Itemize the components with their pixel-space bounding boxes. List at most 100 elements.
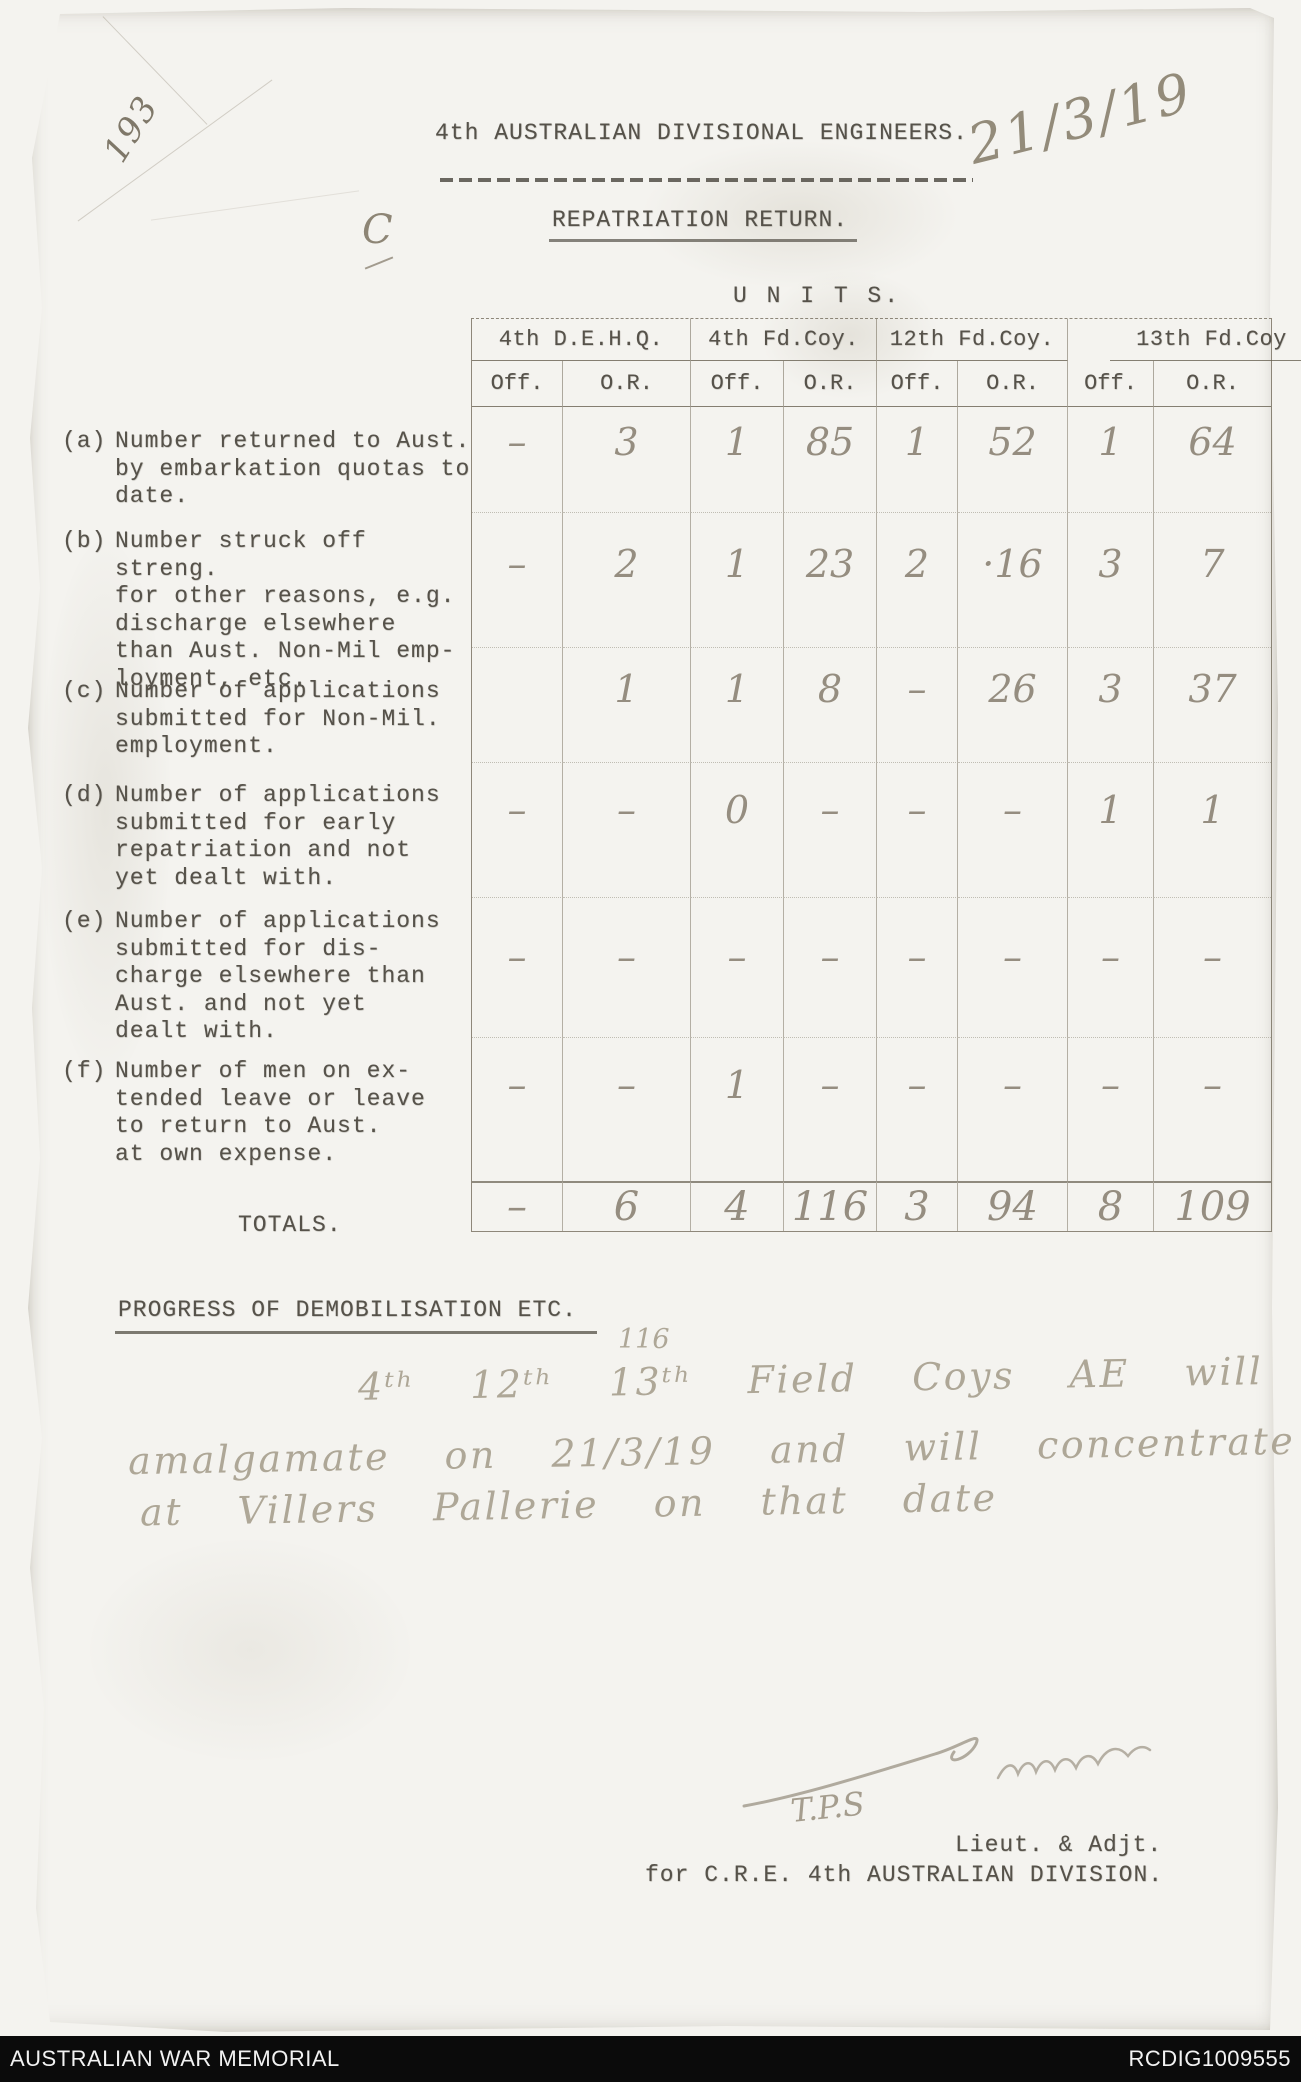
table-row-label-e: (e) Number of applications submitted for… [62, 908, 476, 1046]
subtitle-underline [549, 239, 857, 242]
check-mark-annotation: C [362, 207, 393, 253]
table-cell: 26 [958, 648, 1068, 763]
table-cell: 64 [1154, 407, 1271, 513]
table-cell: – [877, 898, 958, 1038]
column-header: Off. [877, 361, 958, 407]
column-header: Off. [691, 361, 784, 407]
table-cell: – [877, 763, 958, 898]
row-label-text: Number of applications submitted for dis… [115, 908, 441, 1044]
table-cell: – [784, 1038, 877, 1181]
signatory-for-line: for C.R.E. 4th AUSTRALIAN DIVISION. [645, 1862, 1164, 1888]
progress-heading: PROGRESS OF DEMOBILISATION ETC. [118, 1297, 577, 1323]
table-cell: 8 [784, 648, 877, 763]
table-cell: – [472, 763, 563, 898]
row-label-text: Number of applications submitted for Non… [115, 678, 441, 759]
table-cell: – [472, 898, 563, 1038]
table-cell: – [958, 898, 1068, 1038]
unit-group-header: 4th Fd.Coy. [691, 319, 877, 361]
row-key: (d) [62, 782, 107, 808]
table-cell: 2 [877, 513, 958, 648]
column-header: O.R. [958, 361, 1068, 407]
column-header: Off. [472, 361, 563, 407]
table-cell: ·16 [958, 513, 1068, 648]
column-header: O.R. [563, 361, 691, 407]
row-key: (c) [62, 678, 107, 704]
table-cell: – [877, 648, 958, 763]
unit-group-header: 4th D.E.H.Q. [472, 319, 691, 361]
table-cell: – [472, 1038, 563, 1181]
row-key: (a) [62, 428, 107, 454]
unit-group-header: 13th Fd.Coy [1110, 319, 1301, 361]
row-label-text: Number struck off streng. for other reas… [115, 528, 456, 692]
table-cell: – [691, 898, 784, 1038]
table-cell: 3 [1068, 513, 1154, 648]
column-header: O.R. [1154, 361, 1271, 407]
table-cell: 7 [1154, 513, 1271, 648]
table-cell: – [784, 898, 877, 1038]
table-cell: 0 [691, 763, 784, 898]
table-cell: – [563, 898, 691, 1038]
table-cell: 1 [1154, 763, 1271, 898]
signatory-role: Lieut. & Adjt. [955, 1832, 1163, 1858]
table-cell: – [784, 763, 877, 898]
row-key: (b) [62, 528, 107, 554]
table-cell: 1 [1068, 763, 1154, 898]
table-cell: 85 [784, 407, 877, 513]
table-row-label-f: (f) Number of men on ex- tended leave or… [62, 1058, 476, 1168]
totals-cell: 3 [877, 1181, 958, 1231]
archive-name: AUSTRALIAN WAR MEMORIAL [10, 2046, 340, 2071]
table-cell: 52 [958, 407, 1068, 513]
table-cell: 37 [1154, 648, 1271, 763]
unit-group-header: 12th Fd.Coy. [877, 319, 1068, 361]
document-subtitle: REPATRIATION RETURN. [552, 207, 849, 233]
table-cell: 23 [784, 513, 877, 648]
totals-cell: – [472, 1181, 563, 1231]
table-row-label-b: (b) Number struck off streng. for other … [62, 528, 476, 693]
signature-flourish: T.P.S [742, 1737, 1152, 1830]
table-cell: – [563, 1038, 691, 1181]
table-cell: 1 [691, 1038, 784, 1181]
table-cell: 1 [691, 648, 784, 763]
table-cell: – [472, 513, 563, 648]
totals-cell: 6 [563, 1181, 691, 1231]
table-cell: – [958, 1038, 1068, 1181]
viewer-footer-bar: AUSTRALIAN WAR MEMORIAL RCDIG1009555 [0, 2036, 1301, 2082]
table-cell: – [1068, 898, 1154, 1038]
table-row-label-c: (c) Number of applications submitted for… [62, 678, 476, 761]
handwritten-superscript: 116 [618, 1324, 670, 1355]
title-dashed-underline [440, 178, 973, 182]
row-key: (e) [62, 908, 107, 934]
column-header: Off. [1068, 361, 1154, 407]
totals-cell: 116 [784, 1181, 877, 1231]
row-label-text: Number of applications submitted for ear… [115, 782, 441, 891]
table-cell: 1 [877, 407, 958, 513]
column-header: O.R. [784, 361, 877, 407]
row-key: (f) [62, 1058, 107, 1084]
table-cell: 1 [1068, 407, 1154, 513]
row-label-text: Number returned to Aust. by embarkation … [115, 428, 471, 509]
totals-cell: 4 [691, 1181, 784, 1231]
table-cell: 1 [563, 648, 691, 763]
table-cell: – [472, 407, 563, 513]
totals-label: TOTALS. [238, 1212, 342, 1238]
progress-underline [115, 1331, 597, 1334]
table-cell: 3 [563, 407, 691, 513]
table-cell [472, 648, 563, 763]
table-cell: – [1068, 1038, 1154, 1181]
table-cell: 3 [1068, 648, 1154, 763]
table-cell: 2 [563, 513, 691, 648]
table-cell: – [877, 1038, 958, 1181]
units-heading: U N I T S. [733, 283, 902, 309]
totals-cell: 109 [1154, 1181, 1271, 1231]
repatriation-table: 4th D.E.H.Q. 4th Fd.Coy. 12th Fd.Coy. 13… [471, 318, 1301, 1232]
totals-cell: 94 [958, 1181, 1068, 1231]
table-row-label-a: (a) Number returned to Aust. by embarkat… [62, 428, 476, 511]
signature-initials: T.P.S [789, 1784, 867, 1830]
table-row-label-d: (d) Number of applications submitted for… [62, 782, 476, 892]
table-cell: – [563, 763, 691, 898]
table-cell: 1 [691, 513, 784, 648]
table-cell: 1 [691, 407, 784, 513]
record-id: RCDIG1009555 [1128, 2046, 1291, 2071]
totals-cell: 8 [1068, 1181, 1154, 1231]
